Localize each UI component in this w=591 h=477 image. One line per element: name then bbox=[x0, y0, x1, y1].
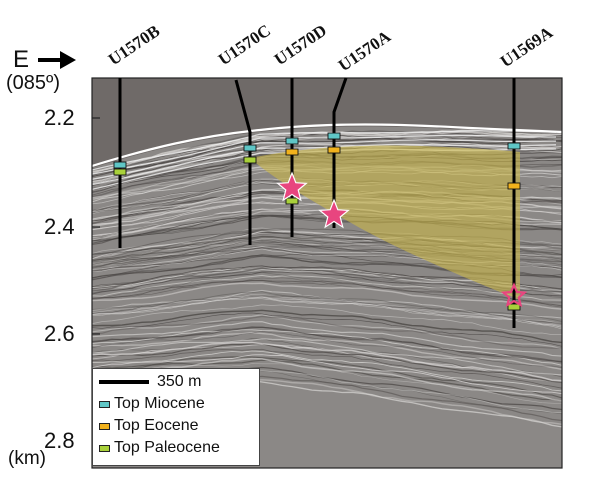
reflector-line bbox=[92, 271, 562, 297]
reflector-line bbox=[92, 309, 562, 344]
legend-label: Top Eocene bbox=[114, 417, 199, 434]
depth-unit-label: (km) bbox=[8, 448, 46, 469]
azimuth-label: (085º) bbox=[6, 72, 60, 94]
legend-item-eocene: Top Eocene bbox=[99, 415, 259, 437]
scale-bar-label: 350 m bbox=[157, 373, 202, 390]
reflector-line bbox=[92, 279, 562, 308]
seafloor-reflector bbox=[92, 123, 562, 168]
legend-swatch bbox=[99, 422, 110, 430]
reflector-line bbox=[92, 131, 562, 174]
horizon-marker bbox=[243, 144, 257, 152]
legend-label: Top Paleocene bbox=[114, 439, 220, 456]
scale-bar bbox=[99, 380, 149, 384]
horizon-marker bbox=[113, 168, 127, 176]
tick-label-2-6: 2.6 bbox=[44, 321, 75, 346]
horizon-marker bbox=[285, 148, 299, 156]
shallow-reflector bbox=[92, 143, 557, 186]
reflector-line bbox=[92, 291, 562, 322]
reflector-line bbox=[92, 354, 562, 395]
tick-label-2-2: 2.2 bbox=[44, 105, 75, 130]
reflector-line bbox=[92, 356, 562, 399]
reflector-line bbox=[92, 274, 562, 301]
legend-item-paleocene: Top Paleocene bbox=[99, 437, 259, 459]
horizon-marker bbox=[507, 303, 521, 311]
reflector-line bbox=[92, 350, 562, 392]
reflector-line bbox=[92, 295, 562, 327]
reflector-line bbox=[92, 135, 562, 176]
star-icon bbox=[276, 171, 308, 202]
star-icon bbox=[318, 198, 350, 229]
reflector-line bbox=[92, 329, 562, 366]
reflector-line bbox=[92, 272, 562, 298]
reflector-line bbox=[92, 295, 562, 324]
legend-swatch bbox=[99, 444, 110, 452]
stars bbox=[276, 171, 528, 308]
horizon-marker bbox=[113, 161, 127, 169]
reflector-line bbox=[92, 343, 562, 384]
reflector-line bbox=[92, 315, 562, 350]
reflector-line bbox=[92, 357, 562, 402]
reflector-line bbox=[92, 312, 562, 347]
reflector-line bbox=[92, 142, 562, 183]
reflector-line bbox=[92, 321, 562, 357]
reflector-line bbox=[92, 348, 562, 389]
horizon-marker bbox=[327, 132, 341, 140]
reflector-line bbox=[92, 326, 562, 362]
arrow-right-icon bbox=[38, 51, 76, 69]
reflector-line bbox=[92, 359, 562, 402]
reflector-line bbox=[92, 314, 562, 350]
sediment-wedge bbox=[250, 145, 520, 300]
horizon-marker bbox=[327, 146, 341, 154]
legend-swatch bbox=[99, 400, 110, 408]
reflector-line bbox=[92, 279, 562, 307]
shallow-reflector bbox=[92, 130, 557, 171]
legend-item-miocene: Top Miocene bbox=[99, 393, 259, 415]
tick-label-2-8: 2.8 bbox=[44, 428, 75, 453]
section-frame bbox=[91, 77, 563, 469]
legend-label: Top Miocene bbox=[114, 395, 205, 412]
horizon-marker bbox=[285, 197, 299, 205]
horizon-marker bbox=[285, 137, 299, 145]
direction-label: E bbox=[13, 46, 30, 73]
borehole-u1570c bbox=[234, 79, 252, 245]
reflector-line bbox=[92, 282, 562, 310]
reflector-line bbox=[92, 298, 562, 330]
borehole-u1570a bbox=[332, 77, 348, 228]
reflector-line bbox=[92, 296, 562, 328]
horizon-marker bbox=[507, 182, 521, 190]
reflector-line bbox=[92, 331, 562, 370]
horizon-marker bbox=[507, 142, 521, 150]
reflector-line bbox=[92, 341, 562, 382]
boreholes bbox=[113, 77, 521, 328]
reflector-line bbox=[92, 304, 562, 335]
star-icon bbox=[500, 282, 528, 308]
horizon-marker bbox=[243, 156, 257, 164]
shallow-reflector bbox=[92, 139, 557, 180]
reflector-line bbox=[92, 330, 562, 368]
legend: 350 m Top Miocene Top Eocene Top Paleoce… bbox=[92, 368, 260, 466]
tick-label-2-4: 2.4 bbox=[44, 214, 75, 239]
shallow-reflector bbox=[92, 134, 556, 175]
legend-scale-row: 350 m bbox=[99, 371, 259, 393]
reflector-line bbox=[92, 338, 562, 376]
